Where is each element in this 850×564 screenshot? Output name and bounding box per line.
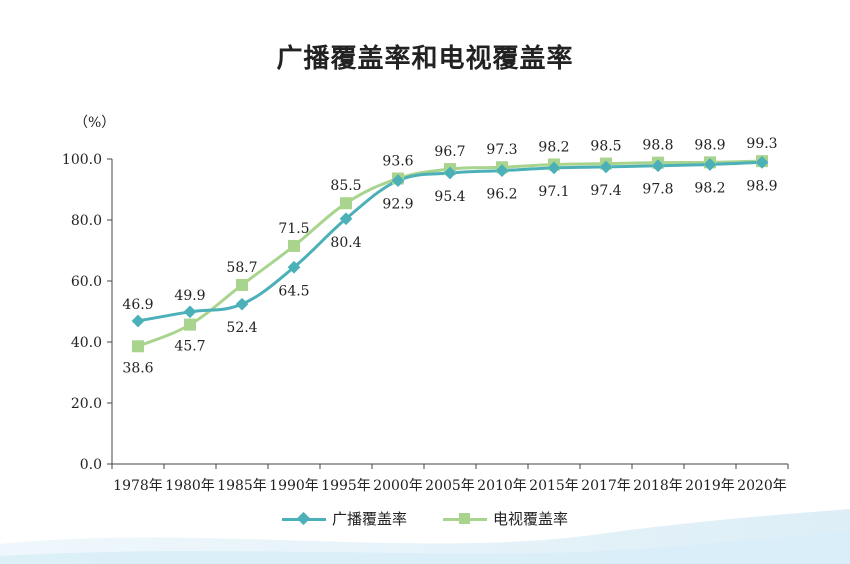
tv-data-label: 98.9 — [694, 137, 725, 153]
y-tick-label: 80.0 — [71, 213, 102, 229]
radio-point — [183, 305, 197, 319]
tv-point — [236, 278, 248, 291]
tv-data-label: 85.5 — [330, 178, 361, 194]
tv-data-label: 98.8 — [642, 138, 673, 154]
tv-data-label: 98.2 — [538, 139, 569, 155]
x-tick-label: 2010年 — [477, 478, 527, 494]
tv-point — [132, 340, 144, 353]
x-tick-label: 1978年 — [113, 478, 163, 494]
radio-data-label: 95.4 — [434, 189, 465, 205]
y-axis-unit: （%） — [74, 115, 116, 131]
radio-data-label: 96.2 — [486, 187, 517, 203]
tv-data-label: 38.6 — [122, 360, 153, 376]
radio-point — [287, 260, 301, 274]
x-tick-label: 2000年 — [373, 478, 423, 494]
radio-point — [131, 314, 145, 328]
legend-label-radio: 广播覆盖率 — [331, 510, 407, 528]
x-tick-label: 2020年 — [737, 478, 787, 494]
x-tick-label: 1980年 — [165, 478, 215, 494]
x-tick-label: 2005年 — [425, 478, 475, 494]
radio-point — [495, 164, 509, 177]
tv-point — [288, 239, 300, 252]
radio-data-label: 92.9 — [382, 197, 413, 213]
x-tick-label: 2019年 — [685, 478, 735, 494]
y-tick-label: 60.0 — [71, 274, 102, 290]
legend-item-radio: 广播覆盖率 — [281, 508, 407, 529]
radio-data-label: 97.8 — [642, 182, 673, 198]
legend-item-tv: 电视覆盖率 — [443, 508, 568, 529]
chart-title: 广播覆盖率和电视覆盖率 — [276, 44, 574, 74]
tv-data-label: 98.5 — [590, 139, 621, 155]
y-tick-label: 100.0 — [62, 152, 102, 168]
tv-data-label: 93.6 — [382, 154, 413, 170]
y-tick-label: 40.0 — [71, 335, 102, 351]
tv-data-label: 71.5 — [278, 221, 309, 237]
tv-point — [340, 197, 352, 210]
radio-point — [391, 174, 405, 188]
x-tick-label: 2018年 — [633, 478, 683, 494]
y-tick-label: 20.0 — [71, 396, 102, 412]
tv-data-label: 58.7 — [226, 260, 257, 276]
radio-point — [235, 297, 249, 311]
radio-point — [339, 212, 353, 226]
radio-data-label: 64.5 — [278, 283, 309, 299]
radio-point — [443, 166, 457, 180]
radio-data-label: 80.4 — [330, 235, 361, 251]
legend-swatch-tv — [443, 511, 487, 527]
legend-swatch-radio — [281, 511, 326, 527]
x-tick-label: 1985年 — [217, 478, 267, 494]
legend-label-tv: 电视覆盖率 — [493, 510, 569, 528]
radio-data-label: 97.1 — [538, 184, 569, 200]
tv-data-label: 99.3 — [746, 136, 777, 152]
radio-data-label: 98.9 — [746, 178, 777, 194]
radio-data-label: 46.9 — [122, 297, 153, 313]
x-tick-label: 1995年 — [321, 478, 371, 494]
tv-point — [184, 318, 196, 331]
x-tick-label: 2015年 — [529, 478, 579, 494]
x-tick-label: 1990年 — [269, 478, 319, 494]
y-tick-label: 0.0 — [80, 457, 102, 473]
radio-data-label: 52.4 — [226, 320, 257, 336]
tv-data-label: 96.7 — [434, 144, 465, 160]
radio-data-label: 98.2 — [694, 180, 725, 196]
tv-data-label: 45.7 — [174, 339, 205, 355]
x-tick-label: 2017年 — [581, 478, 631, 494]
chart-legend: 广播覆盖率 电视覆盖率 — [0, 508, 850, 529]
decorative-wave — [0, 509, 850, 564]
tv-data-label: 97.3 — [486, 142, 517, 158]
radio-data-label: 49.9 — [174, 288, 205, 304]
radio-data-label: 97.4 — [590, 183, 621, 199]
